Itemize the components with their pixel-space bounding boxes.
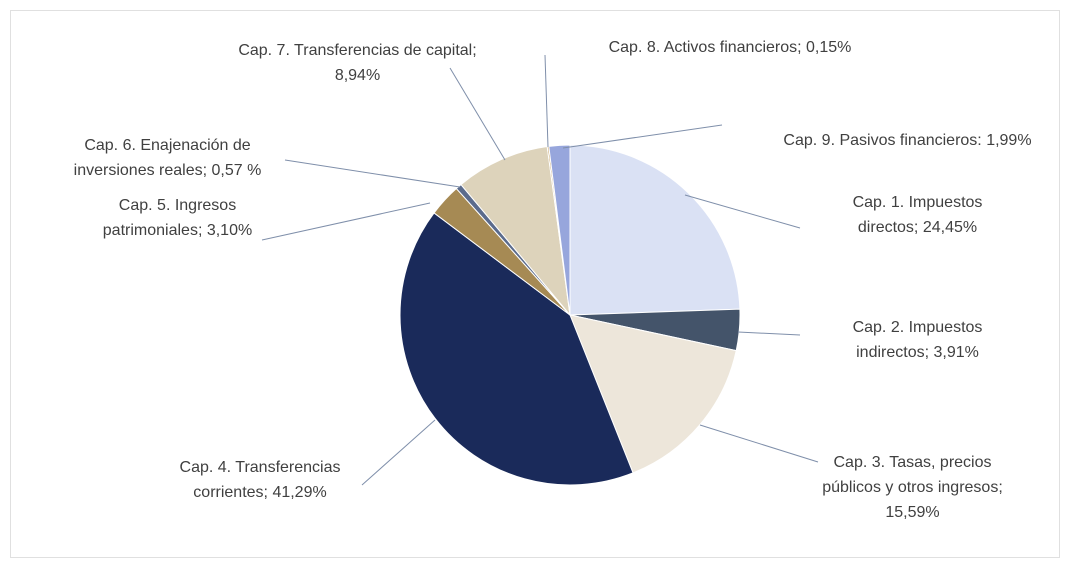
data-label: Cap. 6. Enajenación de inversiones reale… [73, 137, 262, 179]
data-label: Cap. 5. Ingresos patrimoniales; 3,10% [102, 197, 253, 239]
chart-frame [10, 10, 1060, 558]
data-label: Cap. 4. Transferencias corrientes; 41,29… [179, 459, 341, 501]
leader-line [449, 67, 506, 161]
pie-slice [399, 212, 634, 486]
leader-line [284, 159, 461, 188]
data-label: Cap. 8. Activos financieros; 0,15% [608, 39, 852, 56]
leader-line [562, 124, 723, 149]
pie-slice [569, 314, 737, 474]
data-label: Cap. 2. Impuestos indirectos; 3,91% [852, 319, 983, 361]
pie-slice [548, 144, 571, 316]
data-label: Cap. 1. Impuestos directos; 24,45% [852, 194, 983, 236]
data-label: Cap. 3. Tasas, precios públicos y otros … [822, 454, 1003, 521]
data-label: Cap. 7. Transferencias de capital; 8,94% [238, 42, 477, 84]
leader-line [684, 194, 801, 229]
leader-line [361, 419, 436, 486]
leader-line [699, 424, 819, 463]
pie-slice [460, 145, 571, 317]
leader-line [261, 202, 431, 241]
pie-slice [569, 144, 741, 316]
data-label: Cap. 9. Pasivos financieros: 1,99% [783, 132, 1032, 149]
leader-line [737, 331, 801, 336]
leader-line [544, 54, 549, 148]
